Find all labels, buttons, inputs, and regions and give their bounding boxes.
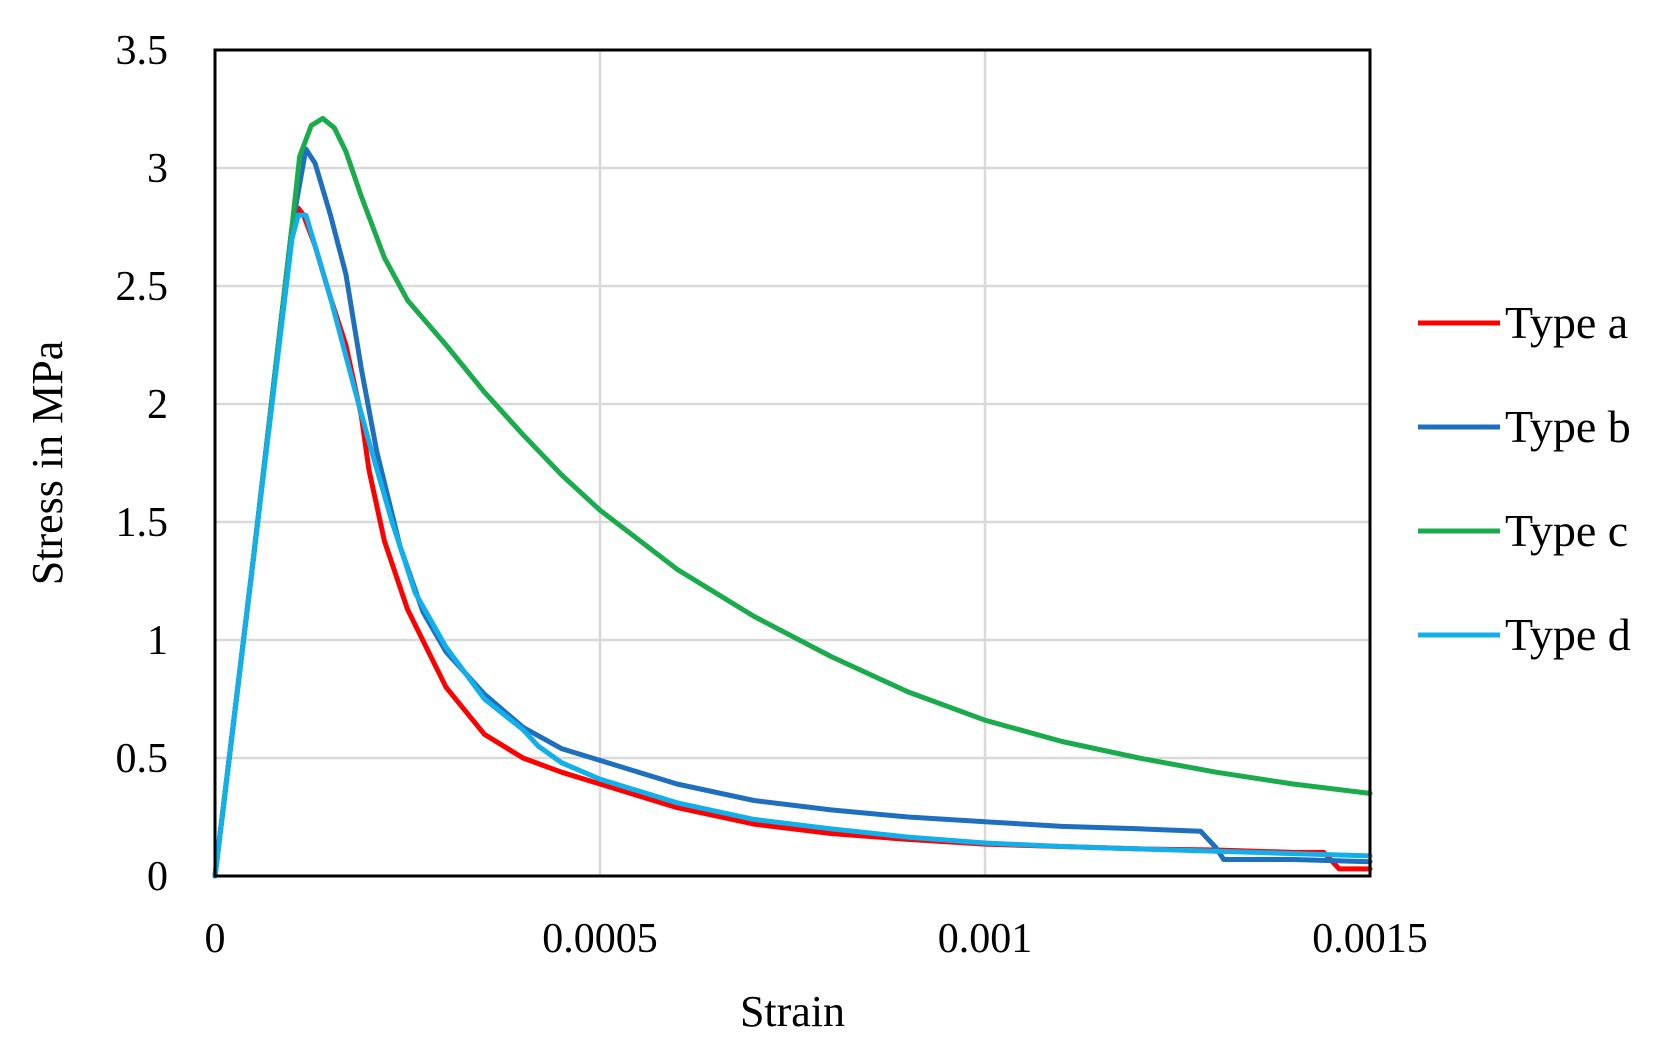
legend-label: Type a: [1505, 297, 1628, 348]
legend-label: Type b: [1505, 401, 1631, 452]
x-axis-title: Strain: [740, 987, 845, 1036]
y-tick-label: 1: [147, 618, 168, 664]
y-axis-title: Stress in MPa: [23, 341, 72, 585]
legend-label: Type c: [1505, 505, 1628, 556]
series-line: [212, 205, 1373, 879]
y-tick-label: 0.5: [116, 736, 169, 782]
x-tick-label: 0.0015: [1312, 916, 1428, 962]
x-tick-label: 0.001: [938, 916, 1033, 962]
y-tick-label: 0: [147, 854, 168, 900]
legend-item: Type b: [1418, 401, 1631, 452]
gridlines: [215, 50, 1370, 876]
series-line: [212, 115, 1373, 879]
legend-label: Type d: [1505, 609, 1631, 660]
x-tick-label: 0.0005: [542, 916, 658, 962]
legend: Type a Type b Type c Type d: [1418, 297, 1631, 660]
series-line: [212, 146, 1373, 879]
y-tick-label: 3: [147, 146, 168, 192]
y-tick-label: 1.5: [116, 500, 169, 546]
x-tick-label: 0: [205, 916, 226, 962]
tick-labels: 0 0.5 1 1.5 2 2.5 3 3.5 0 0.0005 0.001 0.0015: [116, 28, 1428, 962]
plot-area-border: [213, 48, 1372, 878]
y-tick-label: 2.5: [116, 264, 169, 310]
y-tick-label: 3.5: [116, 28, 169, 74]
y-tick-label: 2: [147, 382, 168, 428]
legend-item: Type a: [1418, 297, 1628, 348]
legend-item: Type c: [1418, 505, 1628, 556]
series-lines: [212, 115, 1373, 879]
legend-item: Type d: [1418, 609, 1631, 660]
series-line: [212, 212, 1373, 879]
